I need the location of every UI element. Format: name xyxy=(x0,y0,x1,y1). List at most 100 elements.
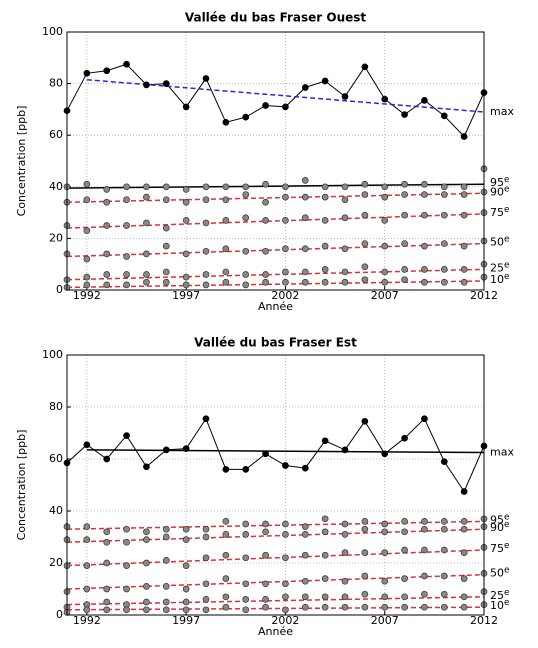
data-point xyxy=(401,546,408,554)
data-point xyxy=(143,559,150,567)
data-point xyxy=(162,446,170,454)
data-point xyxy=(202,196,210,204)
data-point xyxy=(123,271,130,278)
data-point xyxy=(222,518,230,525)
data-point xyxy=(242,531,250,538)
data-point xyxy=(401,266,408,273)
data-point xyxy=(143,278,150,286)
data-point xyxy=(460,211,468,219)
data-point xyxy=(103,606,111,614)
data-point xyxy=(401,434,408,442)
data-point xyxy=(341,520,349,528)
data-point xyxy=(162,598,170,606)
data-point xyxy=(182,186,190,193)
data-point xyxy=(282,580,289,588)
x-axis-label: Année xyxy=(258,300,293,313)
x-tick-label: 1992 xyxy=(73,289,101,302)
data-point xyxy=(242,466,250,473)
data-point xyxy=(341,183,349,191)
data-point xyxy=(143,528,150,536)
data-point xyxy=(242,247,250,255)
data-point xyxy=(321,437,329,445)
data-point xyxy=(143,183,150,191)
data-point xyxy=(222,466,230,473)
data-point xyxy=(103,538,111,546)
data-point xyxy=(242,183,250,191)
data-point xyxy=(460,549,468,556)
data-point xyxy=(460,266,468,273)
data-point xyxy=(143,81,150,89)
series-name: 10 xyxy=(490,599,504,612)
series-label: 90e xyxy=(490,520,510,535)
data-point xyxy=(143,463,150,471)
data-point xyxy=(282,462,289,469)
data-point xyxy=(421,572,428,580)
data-point xyxy=(83,536,91,543)
series-name: 25 xyxy=(490,261,504,274)
data-point xyxy=(202,606,210,614)
data-point xyxy=(83,255,91,263)
data-point xyxy=(123,606,130,614)
data-point xyxy=(421,180,428,188)
data-point xyxy=(361,263,369,271)
x-tick-label: 2007 xyxy=(371,614,399,627)
x-tick-label: 1997 xyxy=(172,289,200,302)
series-label: 95e xyxy=(490,512,510,527)
data-point xyxy=(162,533,170,541)
data-point xyxy=(361,276,369,284)
data-point xyxy=(282,554,289,562)
data-point xyxy=(421,278,428,286)
data-point xyxy=(460,191,468,198)
data-point xyxy=(301,278,309,286)
data-point xyxy=(341,549,349,556)
data-point xyxy=(282,193,289,201)
data-point xyxy=(381,603,389,611)
y-axis-label: Concentration [ppb] xyxy=(15,106,28,217)
data-point xyxy=(321,278,329,286)
trend-line xyxy=(66,520,485,530)
data-point xyxy=(321,603,329,611)
y-tick-label: 40 xyxy=(49,504,63,517)
data-point xyxy=(83,606,91,614)
series-name: 95 xyxy=(490,513,504,526)
data-point xyxy=(440,240,448,247)
series-suffix: e xyxy=(504,565,510,575)
data-point xyxy=(301,245,309,253)
y-tick-label: 80 xyxy=(49,77,63,90)
data-point xyxy=(83,273,91,281)
data-point xyxy=(321,575,329,582)
data-point xyxy=(341,446,349,454)
data-point xyxy=(401,528,408,536)
data-point xyxy=(421,415,428,423)
data-point xyxy=(182,606,190,614)
y-tick-label: 80 xyxy=(49,400,63,413)
data-point xyxy=(262,603,269,611)
series-suffix: e xyxy=(504,204,510,214)
data-point xyxy=(401,191,408,198)
data-point xyxy=(202,533,210,541)
data-point xyxy=(103,281,111,289)
series-suffix: e xyxy=(504,271,510,281)
data-point xyxy=(83,523,91,530)
data-point xyxy=(262,596,269,603)
data-point xyxy=(123,562,130,569)
data-point xyxy=(282,593,289,601)
data-point xyxy=(381,216,389,224)
data-point xyxy=(123,585,130,593)
data-point xyxy=(440,191,448,198)
x-tick-label: 2007 xyxy=(371,289,399,302)
data-point xyxy=(460,183,468,191)
data-point xyxy=(361,211,369,219)
data-point xyxy=(123,196,130,204)
data-point xyxy=(361,191,369,198)
trend-line xyxy=(66,528,485,543)
data-point xyxy=(222,183,230,191)
trend-line xyxy=(86,449,485,454)
data-point xyxy=(103,67,111,75)
data-point xyxy=(440,546,448,554)
data-point xyxy=(301,603,309,611)
series-name: 95 xyxy=(490,176,504,189)
y-axis-label: Concentration [ppb] xyxy=(15,430,28,541)
data-point xyxy=(182,562,190,569)
data-point xyxy=(381,549,389,556)
